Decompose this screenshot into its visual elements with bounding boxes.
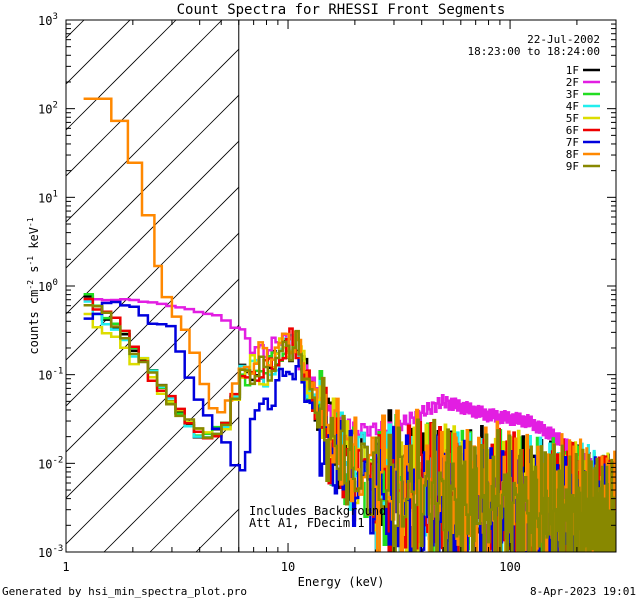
y-tick-label: 100 xyxy=(38,278,58,294)
hatch-line xyxy=(66,20,177,131)
legend-label-8F: 8F xyxy=(566,148,579,161)
shaded-region-hatching xyxy=(66,20,239,552)
y-tick-label: 103 xyxy=(38,12,58,28)
chart-title: Count Spectra for RHESSI Front Segments xyxy=(177,2,506,18)
hatch-line xyxy=(66,186,239,361)
legend-label-4F: 4F xyxy=(566,100,579,113)
y-tick-label: 101 xyxy=(38,189,58,205)
y-tick-label: 10-2 xyxy=(38,455,63,471)
y-tick-label: 10-3 xyxy=(38,544,63,560)
y-axis-label: counts cm-2 s-1 keV-1 xyxy=(26,217,41,354)
hatch-line xyxy=(66,48,239,223)
legend-label-6F: 6F xyxy=(566,124,579,137)
axis-ticks xyxy=(65,20,617,553)
series-line-9F xyxy=(83,303,616,552)
legend-label-9F: 9F xyxy=(566,160,579,173)
hatch-line xyxy=(66,232,239,407)
y-tick-label: 102 xyxy=(38,101,58,117)
x-tick-label: 1 xyxy=(62,560,69,574)
legend-label-5F: 5F xyxy=(566,112,579,125)
hatch-line xyxy=(103,416,239,552)
y-tick-label: 10-1 xyxy=(38,367,63,383)
x-tick-labels: 1 10 100 xyxy=(62,560,521,574)
x-tick-label: 10 xyxy=(281,560,295,574)
hatch-line xyxy=(66,20,223,177)
x-tick-label: 100 xyxy=(499,560,521,574)
time-range-label: 18:23:00 to 18:24:00 xyxy=(468,45,600,58)
hatch-line xyxy=(66,140,239,315)
annotation-attenuator: Att A1, FDecim 1 xyxy=(249,516,365,530)
legend-label-7F: 7F xyxy=(566,136,579,149)
series-group xyxy=(83,97,616,552)
annotation-background: Includes Background xyxy=(249,504,386,518)
date-label: 22-Jul-2002 xyxy=(527,33,600,46)
legend-label-1F: 1F xyxy=(566,64,579,77)
legend-label-2F: 2F xyxy=(566,76,579,89)
x-axis-label: Energy (keV) xyxy=(298,575,385,589)
hatch-line xyxy=(66,370,239,545)
footer-generator: Generated by hsi_min_spectra_plot.pro xyxy=(2,585,247,598)
y-tick-labels: 10-3 10-2 10-1 100 101 102 103 xyxy=(38,12,63,560)
hatch-line xyxy=(66,324,239,499)
hatch-line xyxy=(66,20,131,85)
footer-date: 8-Apr-2023 19:01 xyxy=(530,585,636,598)
legend-label-3F: 3F xyxy=(566,88,579,101)
